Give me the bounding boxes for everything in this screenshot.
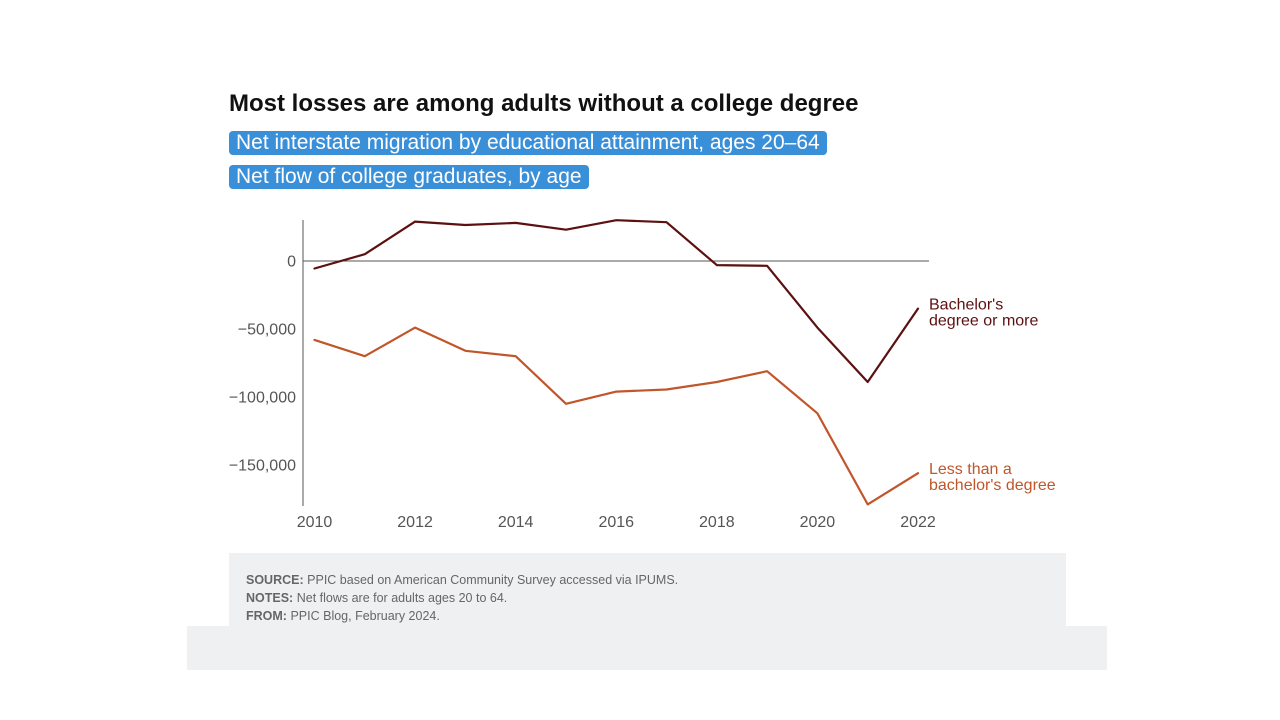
footer-band [187,626,1107,670]
y-tick-label: 0 [287,254,296,271]
x-tick-label: 2016 [598,514,634,531]
series-label-bachelors: degree or more [929,313,1038,330]
source-notes: SOURCE: PPIC based on American Community… [229,553,1066,626]
from-line: FROM: PPIC Blog, February 2024. [246,609,440,623]
chart-title: Most losses are among adults without a c… [229,90,859,117]
series-line-bachelors [313,219,920,384]
series-line-less-than-bachelors [313,326,920,506]
tab-educational-attainment[interactable]: Net interstate migration by educational … [229,131,827,155]
series-label-less-than-bachelors: bachelor's degree [929,477,1056,494]
y-tick-label: −50,000 [238,322,296,339]
y-tick-label: −100,000 [229,390,296,407]
x-tick-label: 2020 [800,514,836,531]
x-tick-label: 2022 [900,514,936,531]
x-tick-label: 2012 [397,514,433,531]
source-line: SOURCE: PPIC based on American Community… [246,573,679,587]
x-tick-label: 2014 [498,514,534,531]
series-label-less-than-bachelors: Less than a [929,461,1012,478]
tab-college-graduates-by-age[interactable]: Net flow of college graduates, by age [229,165,589,189]
x-tick-label: 2010 [297,514,333,531]
y-tick-label: −150,000 [229,458,296,475]
series-label-bachelors: Bachelor's [929,297,1003,314]
notes-line: NOTES: Net flows are for adults ages 20 … [246,591,508,605]
x-tick-label: 2018 [699,514,735,531]
